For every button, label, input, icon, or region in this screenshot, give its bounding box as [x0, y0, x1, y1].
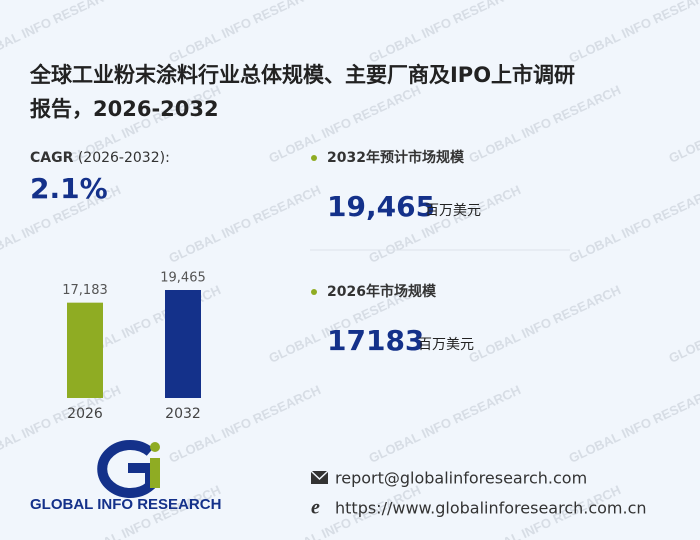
title-line: 全球工业粉末涂料行业总体规模、主要厂商及IPO上市调研	[29, 63, 575, 87]
logo-dot	[150, 442, 160, 452]
bullet	[311, 289, 317, 295]
logo-mark	[97, 440, 160, 498]
watermark: GLOBAL INFO RESEARCH	[166, 0, 323, 66]
watermark: GLOBAL INFO RESEARCH	[166, 182, 323, 266]
watermark: GLOBAL INFO RESEARCH	[666, 82, 700, 166]
stat-value: 17183	[327, 324, 424, 357]
bar-chart: 17,183 2026 19,465 2032	[62, 271, 206, 423]
cagr-name: CAGR	[30, 150, 74, 166]
watermark: GLOBAL INFO RESEARCH	[0, 0, 123, 66]
logo-g	[97, 440, 155, 498]
watermark: GLOBAL INFO RESEARCH	[566, 182, 700, 266]
logo-text: GLOBAL INFO RESEARCH	[30, 496, 221, 513]
stat-value: 19,465	[327, 190, 435, 223]
value-label: 17,183	[62, 283, 108, 298]
stat-label: 2032年预计市场规模	[327, 149, 465, 166]
logo-i	[150, 458, 160, 488]
watermark: GLOBAL INFO RESEARCH	[366, 0, 523, 66]
x-tick-label: 2026	[67, 406, 103, 422]
web-icon: e	[311, 497, 320, 519]
bar	[67, 302, 103, 398]
watermark: GLOBAL INFO RESEARCH	[466, 282, 623, 366]
watermark: GLOBAL INFO RESEARCH	[466, 82, 623, 166]
bullet	[311, 155, 317, 161]
email-icon-flap	[310, 470, 329, 481]
stat-unit: 百万美元	[418, 337, 474, 353]
cagr-value: 2.1%	[30, 172, 108, 205]
value-label: 19,465	[160, 271, 206, 286]
watermark: GLOBAL INFO RESEARCH	[666, 282, 700, 366]
bar	[165, 290, 201, 398]
watermark: GLOBAL INFO RESEARCH	[366, 382, 523, 466]
email: report@globalinforesearch.com	[335, 469, 587, 488]
watermark: GLOBAL INFO RESEARCH	[566, 382, 700, 466]
cagr-label: CAGR (2026-2032):	[30, 150, 170, 166]
title-line: 报告，2026-2032	[30, 97, 219, 121]
stat-label: 2026年市场规模	[327, 283, 437, 300]
watermark: GLOBAL INFO RESEARCH	[566, 0, 700, 66]
x-tick-label: 2032	[165, 406, 201, 422]
stat-unit: 百万美元	[425, 203, 481, 219]
watermark: GLOBAL INFO RESEARCH	[666, 482, 700, 540]
cagr-period: (2026-2032):	[78, 150, 170, 166]
website: https://www.globalinforesearch.com.cn	[335, 499, 647, 518]
